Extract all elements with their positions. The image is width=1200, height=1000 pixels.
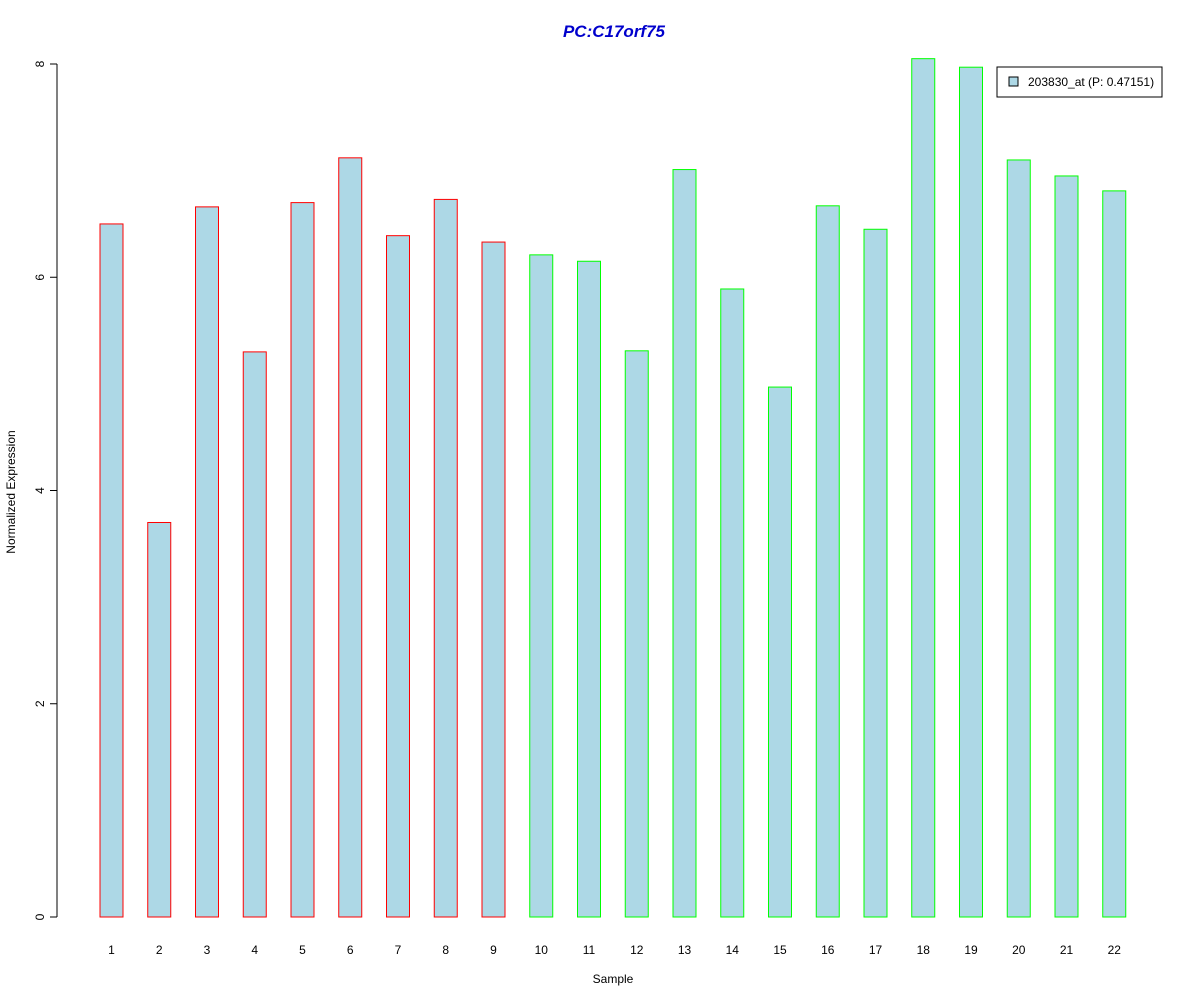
bar-sample-3 <box>195 206 219 918</box>
legend-box <box>996 66 1163 98</box>
legend: 203830_at (P: 0.47151) <box>996 66 1163 98</box>
x-tick-label: 18 <box>917 943 931 957</box>
chart-title: PC:C17orf75 <box>563 22 666 41</box>
bar-sample-16 <box>815 205 840 918</box>
y-tick-label: 2 <box>33 700 47 707</box>
x-tick-label: 15 <box>773 943 787 957</box>
x-tick-label: 8 <box>442 943 449 957</box>
bar-sample-7 <box>386 235 410 918</box>
x-tick-label: 21 <box>1060 943 1074 957</box>
x-tick-label: 20 <box>1012 943 1026 957</box>
x-tick-label: 10 <box>535 943 549 957</box>
x-tick-label: 2 <box>156 943 163 957</box>
y-axis: 0 2 4 6 8 <box>33 60 58 920</box>
x-tick-label: 13 <box>678 943 692 957</box>
bar-sample-10 <box>529 254 554 918</box>
x-tick-label: 12 <box>630 943 644 957</box>
x-tick-label: 17 <box>869 943 883 957</box>
x-tick-label: 1 <box>108 943 115 957</box>
x-tick-label: 22 <box>1108 943 1122 957</box>
bar-sample-15 <box>768 386 792 918</box>
x-tick-label: 7 <box>395 943 402 957</box>
bar-sample-22 <box>1102 190 1127 918</box>
bar-sample-5 <box>290 202 315 918</box>
legend-swatch <box>1008 76 1019 87</box>
bar-sample-1 <box>99 223 124 918</box>
x-axis-labels: 1 2 3 4 5 6 7 8 9 10 11 12 13 14 15 16 17 18 19 20 21 22 <box>108 943 1121 957</box>
bar-sample-13 <box>672 169 697 918</box>
x-tick-label: 14 <box>726 943 740 957</box>
bar-sample-8 <box>433 198 458 918</box>
bar-sample-20 <box>1006 159 1031 918</box>
y-tick-label: 6 <box>33 274 47 281</box>
bar-sample-9 <box>481 241 506 918</box>
y-axis-title: Normalized Expression <box>4 430 18 553</box>
bar-sample-12 <box>624 350 649 918</box>
bar-sample-17 <box>863 228 888 918</box>
x-tick-label: 9 <box>490 943 497 957</box>
x-tick-label: 3 <box>204 943 211 957</box>
bar-sample-6 <box>338 157 363 918</box>
bars <box>99 58 1127 918</box>
y-tick-label: 8 <box>33 60 47 67</box>
bar-sample-19 <box>959 66 983 918</box>
x-tick-label: 6 <box>347 943 354 957</box>
x-tick-label: 16 <box>821 943 835 957</box>
bar-sample-4 <box>242 351 267 918</box>
bar-sample-11 <box>577 260 601 918</box>
x-tick-label: 11 <box>583 943 596 957</box>
x-axis-title: Sample <box>593 972 634 986</box>
legend-label: 203830_at (P: 0.47151) <box>1028 75 1154 89</box>
y-tick-label: 4 <box>33 487 47 494</box>
x-tick-label: 4 <box>251 943 258 957</box>
bar-sample-2 <box>147 521 172 918</box>
y-tick-label: 0 <box>33 913 47 920</box>
x-tick-label: 19 <box>964 943 978 957</box>
x-tick-label: 5 <box>299 943 306 957</box>
bar-sample-18 <box>911 58 936 918</box>
bar-sample-21 <box>1054 175 1079 918</box>
bar-sample-14 <box>720 288 745 918</box>
